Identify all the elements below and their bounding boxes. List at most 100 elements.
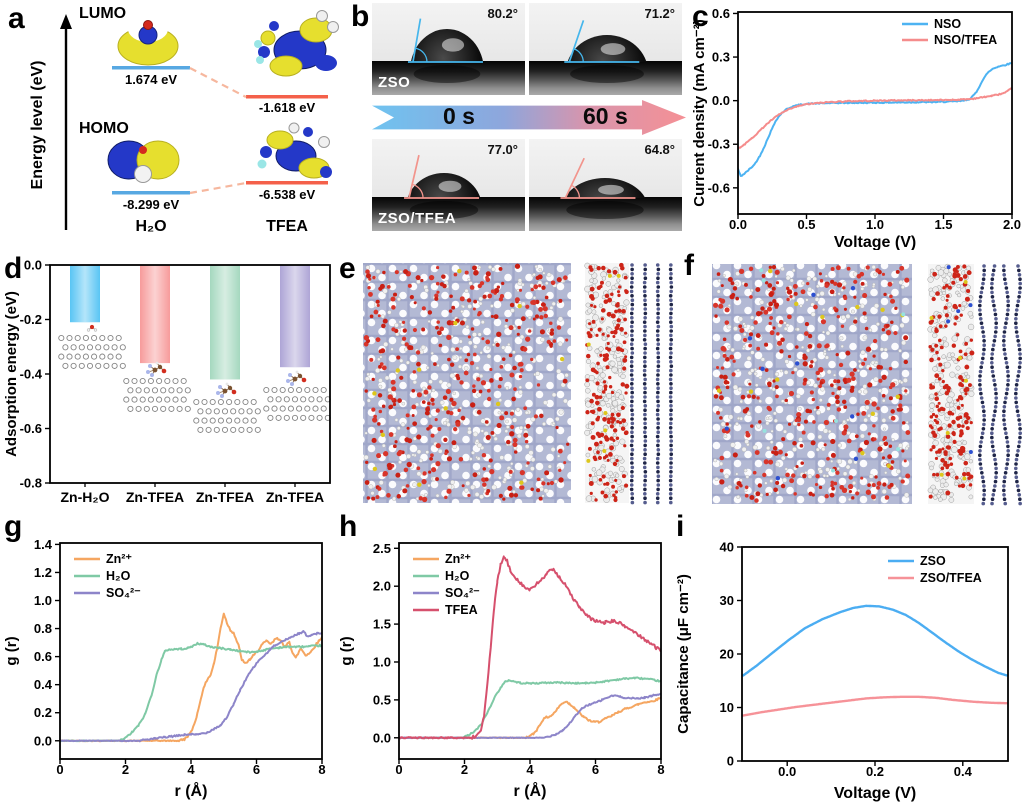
svg-text:2.0: 2.0 bbox=[1003, 217, 1021, 232]
homo-connector-dashed-line bbox=[189, 181, 247, 195]
time-gradient-arrow bbox=[372, 100, 686, 135]
svg-text:0.0: 0.0 bbox=[373, 730, 391, 745]
tfea-homo-level-line bbox=[246, 181, 328, 185]
legend-label: SO₄²⁻ bbox=[445, 586, 480, 600]
svg-text:2: 2 bbox=[122, 762, 129, 777]
svg-text:1.0: 1.0 bbox=[34, 593, 52, 608]
tfea-homo-ev: -6.538 eV bbox=[259, 187, 316, 202]
series-Zn²⁺ bbox=[399, 696, 661, 740]
series-group bbox=[738, 61, 1012, 177]
svg-text:8: 8 bbox=[657, 762, 664, 777]
energy-axis-arrowhead bbox=[60, 14, 72, 29]
tangent-line bbox=[568, 20, 585, 63]
energy-axis-label: Energy level (eV) bbox=[29, 61, 46, 190]
contact-angle-value: 71.2° bbox=[644, 6, 675, 21]
svg-text:1.4: 1.4 bbox=[34, 537, 53, 552]
h2o-homo-level-line bbox=[112, 191, 190, 195]
svg-text:g (r): g (r) bbox=[338, 636, 355, 665]
series-H₂O bbox=[399, 676, 661, 740]
tangent-line bbox=[564, 157, 585, 199]
lumo-label: LUMO bbox=[79, 5, 126, 22]
contact-angle-value: 77.0° bbox=[487, 142, 518, 157]
tangent-line bbox=[412, 18, 422, 63]
md-snapshot-zsotfea bbox=[712, 263, 1022, 506]
svg-text:6: 6 bbox=[592, 762, 599, 777]
panel-f-label: f bbox=[684, 249, 694, 282]
lattice-top-view bbox=[712, 264, 912, 504]
svg-text:-0.6: -0.6 bbox=[708, 180, 730, 195]
h2o-lumo-ev: 1.674 eV bbox=[125, 72, 177, 87]
svg-text:4: 4 bbox=[187, 762, 195, 777]
tfea-lumo-level-line bbox=[246, 95, 328, 99]
tfea-molecule-icon bbox=[216, 382, 237, 398]
svg-text:1.2: 1.2 bbox=[34, 565, 52, 580]
rdf-chart-zso: 0 2 4 6 8 0.0 0.2 0.4 0.6 0.8 1.0 1.2 1.4 r (Å) g (r) Z… bbox=[3, 537, 326, 800]
angle-arc bbox=[571, 184, 581, 199]
bar-category-label: Zn-H₂O bbox=[61, 489, 110, 505]
svg-text:2.0: 2.0 bbox=[373, 579, 391, 594]
series-group bbox=[742, 604, 1008, 717]
series-H₂O bbox=[60, 641, 322, 743]
panel-h-label: h bbox=[339, 510, 358, 543]
droplet-reflection bbox=[570, 65, 644, 83]
svg-text:Capacitance (μF cm⁻²): Capacitance (μF cm⁻²) bbox=[675, 574, 692, 734]
svg-text:0.4: 0.4 bbox=[34, 677, 53, 692]
svg-text:-0.3: -0.3 bbox=[708, 137, 730, 152]
series-SO₄²⁻ bbox=[399, 692, 661, 740]
panel-b-label: b bbox=[351, 0, 370, 33]
svg-text:Current density (mA cm⁻²): Current density (mA cm⁻²) bbox=[691, 19, 708, 206]
legend-label: SO₄²⁻ bbox=[106, 586, 141, 600]
svg-text:-0.2: -0.2 bbox=[20, 312, 42, 327]
droplet-image bbox=[529, 3, 682, 95]
svg-text:0.3: 0.3 bbox=[712, 50, 730, 65]
angle-arc bbox=[415, 47, 428, 63]
svg-text:r (Å): r (Å) bbox=[175, 781, 208, 800]
panel-i-label: i bbox=[676, 510, 685, 543]
bar-category-label: Zn-TFEA bbox=[196, 489, 254, 505]
svg-text:0.0: 0.0 bbox=[778, 764, 796, 779]
time-end-label: 60 s bbox=[583, 103, 628, 129]
legend-label: Zn²⁺ bbox=[445, 552, 471, 566]
series-SO₄²⁻ bbox=[60, 630, 322, 743]
svg-text:1.0: 1.0 bbox=[373, 654, 391, 669]
tfea-lumo-ev: -1.618 eV bbox=[259, 100, 316, 115]
svg-text:0.2: 0.2 bbox=[34, 705, 52, 720]
svg-text:0.0: 0.0 bbox=[34, 733, 52, 748]
rdf-chart-zsotfea: 0 2 4 6 8 0.0 0.5 1.0 1.5 2.0 2.5 r (Å) g (r) Zn²⁺ H₂O… bbox=[338, 541, 665, 800]
series-group bbox=[60, 612, 322, 743]
svg-text:-0.6: -0.6 bbox=[20, 421, 42, 436]
tfea-homo-orbital-image bbox=[257, 122, 332, 179]
tfea-name: TFEA bbox=[266, 218, 308, 235]
homo-label: HOMO bbox=[79, 120, 129, 137]
h2o-name: H₂O bbox=[135, 218, 166, 235]
panel-a-label: a bbox=[8, 2, 25, 35]
svg-text:0: 0 bbox=[727, 754, 734, 769]
contact-angle-photo-zsotfea-60s: 64.8° bbox=[529, 139, 682, 231]
series-NSO/TFEA bbox=[738, 86, 1012, 151]
svg-text:1.0: 1.0 bbox=[866, 217, 884, 232]
droplet-image bbox=[372, 139, 525, 231]
h2o-homo-ev: -8.299 eV bbox=[123, 197, 180, 212]
svg-text:Voltage (V): Voltage (V) bbox=[834, 785, 916, 802]
series-group bbox=[399, 555, 661, 740]
substrate bbox=[529, 61, 682, 95]
svg-text:r (Å): r (Å) bbox=[514, 781, 547, 800]
panel-c-label: c bbox=[692, 0, 709, 33]
legend-label: Zn²⁺ bbox=[106, 552, 132, 566]
panel-a-diagram: Energy level (eV) LUMO HOMO bbox=[29, 5, 339, 235]
h2o-lumo-level-line bbox=[112, 66, 190, 70]
tangent-line bbox=[408, 154, 420, 199]
svg-text:Voltage (V): Voltage (V) bbox=[834, 234, 916, 250]
adsorption-energy-chart: Zn-H₂O Zn-TFEA Zn-TFEA Zn-TFEA 0.0 -0.2 -0.4 -0… bbox=[3, 258, 331, 505]
svg-text:1.5: 1.5 bbox=[934, 217, 952, 232]
angle-arc bbox=[573, 48, 584, 63]
legend-label: NSO bbox=[934, 17, 961, 31]
water-molecule-icon bbox=[86, 324, 98, 332]
h2o-homo-orbital-image bbox=[107, 140, 180, 183]
md-snapshot-zso bbox=[363, 262, 674, 505]
substrate bbox=[372, 197, 525, 231]
contact-angle-value: 64.8° bbox=[644, 142, 675, 157]
tfea-molecule-icon bbox=[146, 361, 167, 377]
legend-label: NSO/TFEA bbox=[934, 33, 997, 47]
droplet-image bbox=[529, 139, 682, 231]
